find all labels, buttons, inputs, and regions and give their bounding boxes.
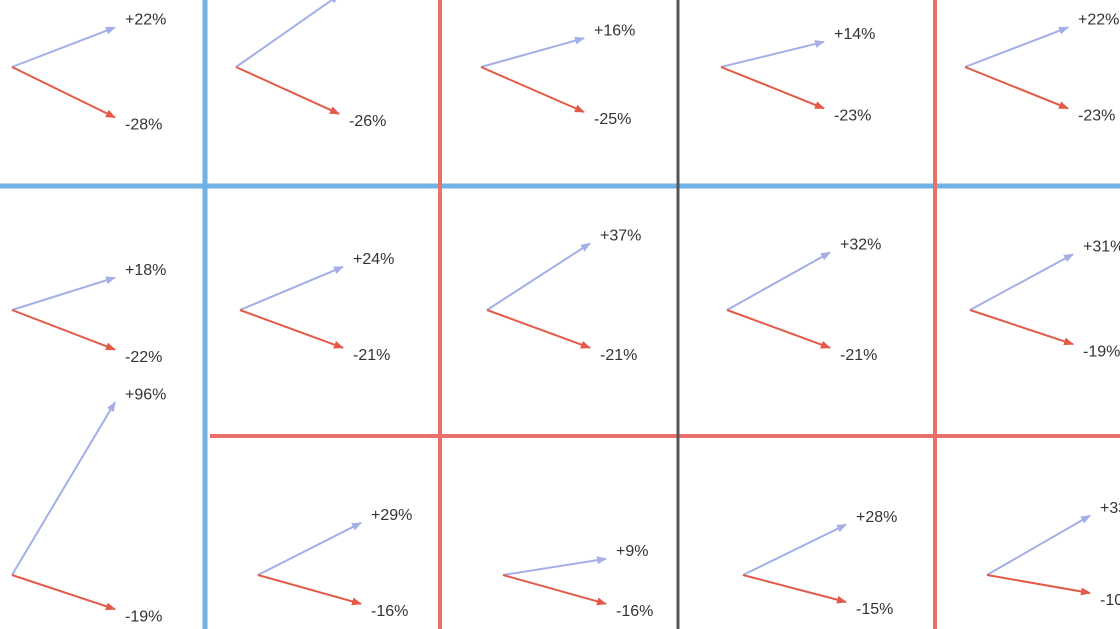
up-arrow (11, 401, 116, 576)
down-label: -26% (349, 113, 386, 130)
up-label: +14% (834, 26, 875, 43)
down-arrow (235, 66, 340, 115)
down-label: -21% (840, 347, 877, 364)
down-label: -19% (125, 608, 162, 625)
down-arrow (486, 309, 591, 349)
up-arrow (257, 521, 362, 576)
down-label: -25% (594, 111, 631, 128)
down-arrow (11, 574, 116, 611)
down-arrow (720, 66, 825, 110)
up-arrow (720, 40, 825, 68)
up-label: +22% (1078, 12, 1119, 29)
down-label: -16% (616, 603, 653, 620)
up-arrow (502, 556, 607, 576)
up-label: +18% (125, 262, 166, 279)
down-arrow (239, 309, 344, 349)
down-arrow (257, 574, 362, 606)
down-label: -10% (1100, 592, 1120, 609)
down-arrow (969, 309, 1074, 346)
down-label: -23% (1078, 108, 1115, 125)
up-label: +32% (840, 237, 881, 254)
down-arrow (986, 574, 1091, 596)
up-label: +9% (616, 543, 648, 560)
up-arrow (969, 253, 1074, 311)
down-arrow (726, 309, 831, 349)
down-label: -21% (353, 347, 390, 364)
down-arrow (480, 66, 585, 113)
up-label: +29% (371, 507, 412, 524)
down-label: -15% (856, 601, 893, 618)
down-arrow (742, 574, 847, 604)
down-arrow (11, 309, 116, 351)
down-arrow (964, 66, 1069, 110)
up-label: +28% (856, 509, 897, 526)
down-label: -23% (834, 108, 871, 125)
up-label: +96% (125, 386, 166, 403)
up-arrow (235, 0, 340, 68)
up-label: +16% (594, 22, 635, 39)
down-label: -21% (600, 347, 637, 364)
down-label: -22% (125, 349, 162, 366)
up-arrow (480, 36, 585, 68)
down-arrow (11, 66, 116, 119)
up-label: +22% (125, 12, 166, 29)
down-label: -16% (371, 603, 408, 620)
up-arrow (239, 265, 344, 311)
up-label: +24% (353, 251, 394, 268)
up-arrow (742, 523, 847, 576)
down-arrow (502, 574, 607, 606)
up-label: +31% (1083, 238, 1120, 255)
up-arrow (964, 26, 1069, 68)
up-arrow (11, 26, 116, 68)
down-label: -19% (1083, 343, 1120, 360)
down-label: -28% (125, 117, 162, 134)
up-arrow (726, 251, 831, 311)
up-label: +37% (600, 228, 641, 245)
up-label: +33% (1100, 500, 1120, 517)
up-arrow (11, 276, 116, 311)
up-arrow (486, 242, 591, 311)
up-arrow (986, 514, 1091, 576)
